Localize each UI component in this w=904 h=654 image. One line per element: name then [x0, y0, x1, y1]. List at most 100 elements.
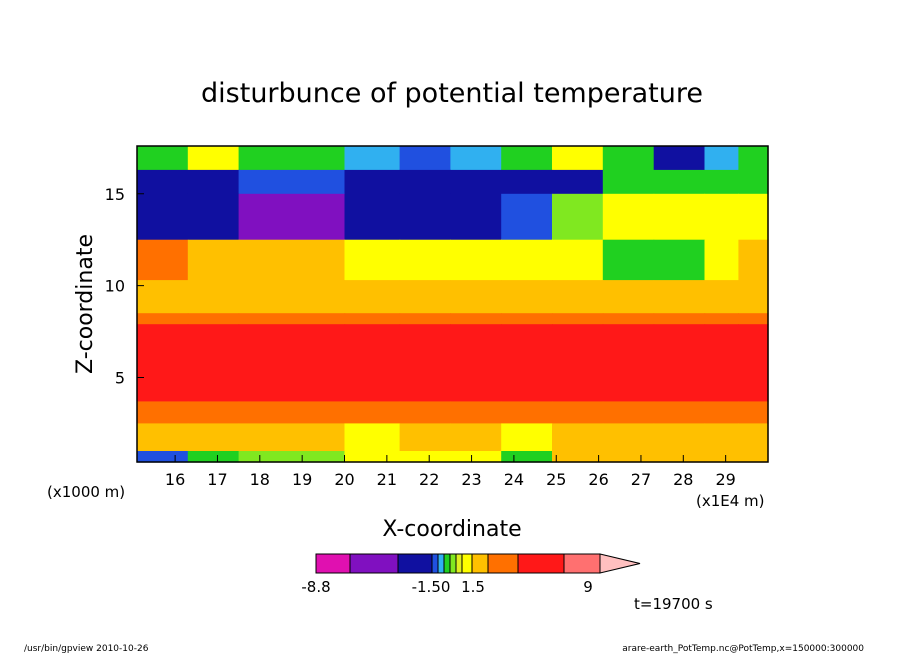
- heatmap-cell: [344, 401, 401, 424]
- heatmap-cell: [501, 169, 553, 195]
- heatmap-cell: [704, 451, 739, 463]
- heatmap-cell: [738, 169, 769, 195]
- heatmap-cell: [399, 451, 451, 463]
- heatmap-cell: [501, 313, 553, 325]
- heatmap-cell: [501, 401, 553, 424]
- heatmap-cell: [602, 324, 655, 402]
- heatmap-cell: [602, 423, 655, 452]
- heatmap-cell: [738, 451, 769, 463]
- heatmap-cell: [501, 423, 553, 452]
- heatmap-cell: [238, 451, 346, 463]
- x-tick-label: 17: [207, 470, 227, 489]
- heatmap-cell: [738, 401, 769, 424]
- heatmap-cell: [653, 169, 706, 195]
- heatmap-cell: [704, 313, 739, 325]
- colorbar-segment: [461, 553, 473, 574]
- x-axis-label: X-coordinate: [382, 517, 521, 542]
- heatmap-cell: [344, 451, 401, 463]
- x-tick-label: 28: [673, 470, 693, 489]
- footer-left: /usr/bin/gpview 2010-10-26: [24, 644, 149, 654]
- heatmap-cell: [738, 423, 769, 452]
- heatmap-cell: [399, 313, 451, 325]
- colorbar-segment: [443, 553, 451, 574]
- heatmap-cell: [704, 169, 739, 195]
- heatmap-cell: [653, 324, 706, 402]
- colorbar-segment: [315, 553, 351, 574]
- heatmap-cell: [738, 324, 769, 402]
- heatmap-cell: [137, 280, 189, 314]
- heatmap-cell: [399, 239, 451, 281]
- heatmap-cell: [704, 423, 739, 452]
- x-tick-label: 19: [292, 470, 312, 489]
- heatmap-cell: [137, 451, 189, 463]
- heatmap-cell: [738, 239, 769, 281]
- heatmap-cell: [738, 280, 769, 314]
- heatmap-cell: [704, 239, 739, 281]
- heatmap-cell: [653, 280, 706, 314]
- colorbar-segment: [449, 553, 457, 574]
- heatmap-cell: [704, 193, 739, 241]
- heatmap-cell: [450, 239, 502, 281]
- heatmap-cell: [238, 239, 346, 281]
- heatmap-cell: [552, 451, 604, 463]
- x-tick-label: 22: [419, 470, 439, 489]
- time-label: t=19700 s: [634, 595, 713, 613]
- colorbar: [315, 553, 641, 574]
- heatmap-cell: [344, 169, 401, 195]
- heatmap-cell: [552, 193, 604, 241]
- heatmap-cell: [238, 193, 346, 241]
- heatmap-cell: [238, 401, 346, 424]
- heatmap-cell: [137, 313, 189, 325]
- heatmap-cell: [738, 313, 769, 325]
- colorbar-label: -1.50: [412, 578, 451, 596]
- heatmap-cell: [653, 313, 706, 325]
- heatmap-cell: [501, 324, 553, 402]
- heatmap-cell: [238, 146, 346, 171]
- heatmap-cell: [704, 280, 739, 314]
- heatmap-cell: [602, 451, 655, 463]
- colorbar-segment: [455, 553, 463, 574]
- heatmap-cell: [602, 193, 655, 241]
- heatmap-cell: [653, 451, 706, 463]
- x-tick-label: 26: [588, 470, 608, 489]
- heatmap-cell: [137, 169, 189, 195]
- colorbar-segment: [349, 553, 399, 574]
- heatmap-cell: [450, 169, 502, 195]
- colorbar-segment: [487, 553, 519, 574]
- y-tick-label: 5: [115, 368, 125, 387]
- heatmap-cell: [450, 146, 502, 171]
- heatmap-cell: [653, 239, 706, 281]
- colorbar-segment: [437, 553, 445, 574]
- heatmap-cell: [344, 193, 401, 241]
- heatmap-cell: [653, 423, 706, 452]
- colorbar-label: 9: [583, 578, 593, 596]
- heatmap-cell: [137, 193, 189, 241]
- colorbar-label: 1.5: [461, 578, 485, 596]
- heatmap-cell: [501, 239, 553, 281]
- heatmap-cell: [344, 423, 401, 452]
- x-tick-label: 25: [546, 470, 566, 489]
- heatmap-cell: [187, 280, 240, 314]
- heatmap-cell: [450, 280, 502, 314]
- x-tick-label: 24: [504, 470, 524, 489]
- x-tick-label: 16: [165, 470, 185, 489]
- heatmap-cell: [187, 239, 240, 281]
- heatmap-cell: [602, 401, 655, 424]
- heatmap-cell: [238, 169, 346, 195]
- heatmap-cell: [450, 313, 502, 325]
- heatmap-cell: [399, 280, 451, 314]
- heatmap-cell: [738, 146, 769, 171]
- heatmap-cell: [501, 451, 553, 463]
- plot-frame: [136, 145, 769, 463]
- heatmap-cell: [187, 324, 240, 402]
- colorbar-segment: [563, 553, 601, 574]
- heatmap-cell: [653, 401, 706, 424]
- heatmap-cell: [137, 239, 189, 281]
- heatmap-cell: [344, 313, 401, 325]
- y-tick-label: 15: [105, 185, 125, 204]
- x-unit-left: (x1000 m): [47, 483, 125, 501]
- heatmap-cell: [501, 193, 553, 241]
- heatmap-cell: [187, 313, 240, 325]
- heatmap-cell: [552, 401, 604, 424]
- heatmap-cell: [552, 239, 604, 281]
